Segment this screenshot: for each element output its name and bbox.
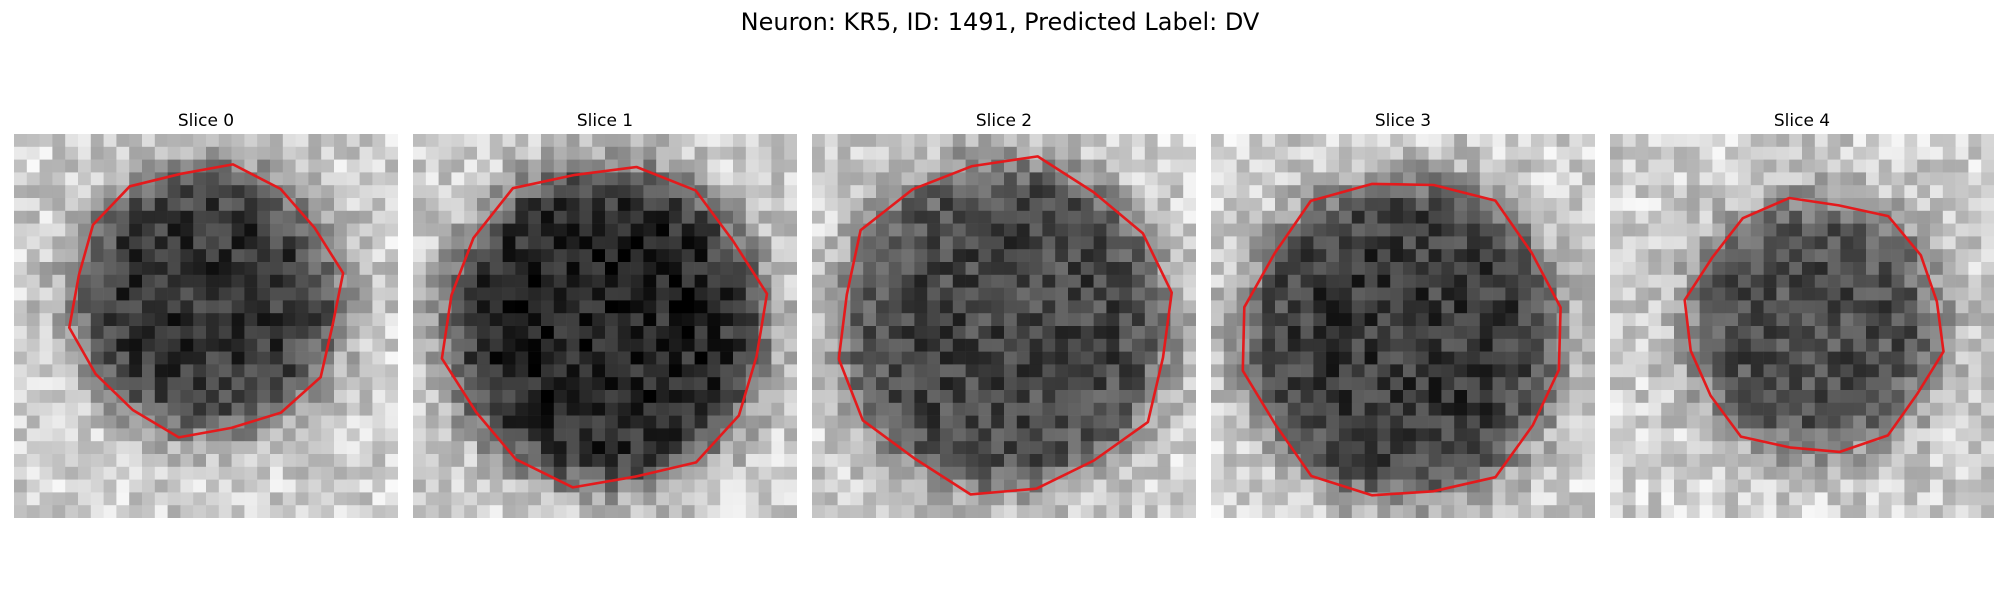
slice-title: Slice 3 xyxy=(1374,111,1432,131)
roi-contour xyxy=(837,155,1174,496)
slice-panel: Slice 3 xyxy=(1211,108,1595,518)
roi-contour xyxy=(67,163,345,439)
slice-image xyxy=(14,134,398,518)
slice-image xyxy=(1211,134,1595,518)
slice-panel: Slice 1 xyxy=(413,108,797,518)
figure-title: Neuron: KR5, ID: 1491, Predicted Label: … xyxy=(740,8,1260,36)
slice-title: Slice 4 xyxy=(1773,111,1831,131)
slice-panel: Slice 0 xyxy=(14,108,398,518)
roi-contour xyxy=(440,165,769,489)
roi-contour xyxy=(1241,182,1562,497)
slice-image xyxy=(1610,134,1994,518)
slice-image xyxy=(413,134,797,518)
slice-image xyxy=(812,134,1196,518)
slice-title: Slice 0 xyxy=(177,111,235,131)
slice-panel: Slice 4 xyxy=(1610,108,1994,518)
slice-panel: Slice 2 xyxy=(812,108,1196,518)
slice-title: Slice 2 xyxy=(975,111,1033,131)
roi-contour xyxy=(1683,196,1945,454)
slice-title: Slice 1 xyxy=(576,111,634,131)
